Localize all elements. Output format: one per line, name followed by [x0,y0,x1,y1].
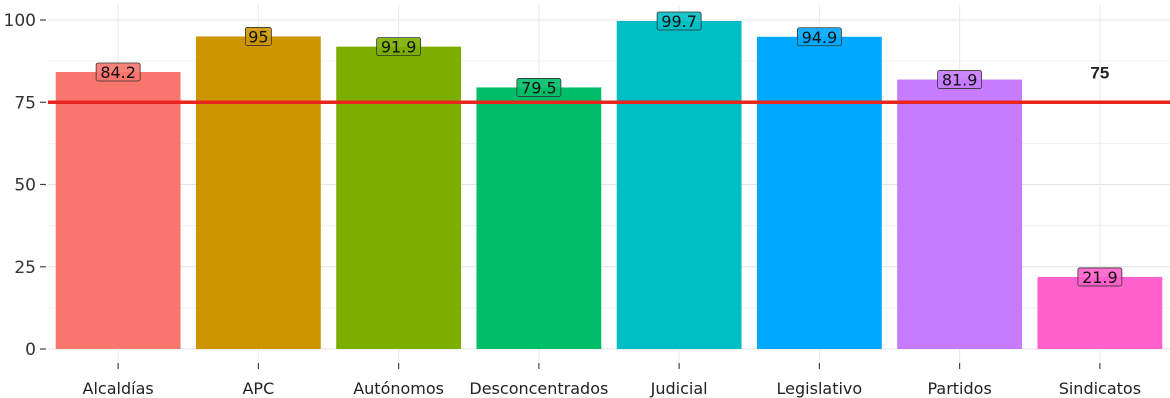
bar [476,87,602,349]
axis-layer: 0 25 50 75 100 Alcaldías APC Autónomos Desconcen… [4,11,1142,398]
y-tick-label: 75 [14,93,36,113]
x-tick-label: Legislativo [777,379,863,398]
data-label-box [376,37,422,57]
bar [195,36,321,349]
bar [756,36,882,350]
data-label-layer: 84.2 95 91.9 79.5 99.7 94.9 81.9 21.9 [95,11,1123,287]
y-tick-label: 100 [4,11,36,31]
x-tick-label: Autónomos [353,379,444,398]
y-tick-label: 0 [25,340,36,360]
data-label-box [796,27,842,47]
y-tick-label: 50 [14,176,36,196]
data-label-box [516,78,562,97]
data-label: 94.9 [802,28,838,47]
x-tick-label: Partidos [927,379,991,398]
bar [616,20,742,349]
data-label-box [1077,267,1123,287]
y-tick-label: 25 [14,258,36,278]
x-tick-label: Alcaldías [83,379,154,398]
reference-line-layer: 75 [48,64,1170,104]
reference-line-label: 75 [1090,64,1109,83]
bar [897,79,1023,349]
x-tick-label: APC [242,379,274,398]
bar-layer [55,20,1163,350]
data-label: 79.5 [521,78,557,97]
bar [55,71,181,350]
x-tick-label: Sindicatos [1059,379,1141,398]
x-tick-label: Desconcentrados [469,379,608,398]
data-label: 91.9 [381,38,417,57]
data-label: 81.9 [942,71,978,90]
data-label-box [656,11,702,31]
bar [1037,276,1163,349]
data-label-box [937,70,983,89]
data-label: 84.2 [100,63,136,82]
x-tick-label: Judicial [650,379,708,398]
bar [336,46,462,350]
data-label-box [244,27,272,46]
data-label-box [95,62,141,82]
data-label: 95 [248,27,268,46]
data-label: 21.9 [1082,268,1118,287]
data-label: 99.7 [661,12,697,31]
